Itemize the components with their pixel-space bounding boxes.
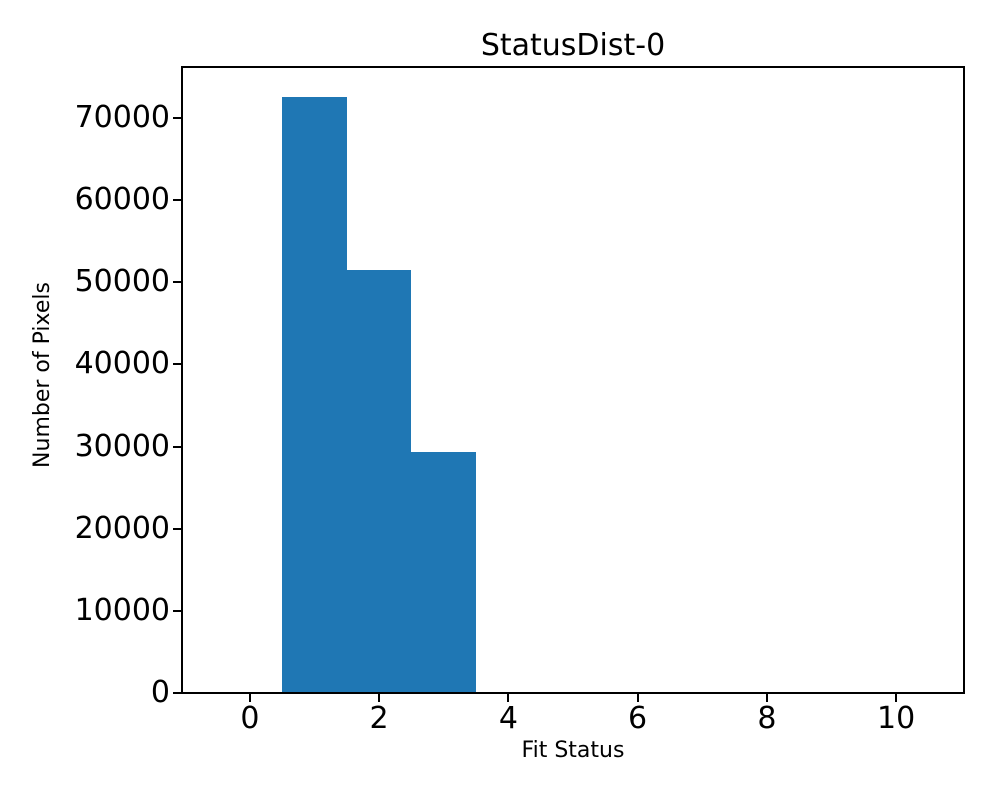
- x-tick-mark: [636, 694, 639, 702]
- x-tick-label: 2: [369, 701, 389, 736]
- y-tick-label: 10000: [74, 592, 170, 628]
- x-axis-label: Fit Status: [521, 738, 625, 763]
- y-tick-label: 30000: [74, 428, 170, 464]
- y-tick-label: 20000: [74, 510, 170, 546]
- y-tick-mark: [173, 445, 181, 448]
- y-tick-mark: [173, 527, 181, 530]
- histogram-bar: [411, 452, 476, 692]
- x-tick-label: 0: [240, 701, 260, 736]
- x-tick-label: 4: [498, 701, 518, 736]
- y-tick-label: 50000: [74, 264, 170, 300]
- y-tick-mark: [173, 281, 181, 284]
- y-tick-mark: [173, 692, 181, 694]
- x-tick-mark: [507, 694, 510, 702]
- y-tick-mark: [173, 609, 181, 612]
- x-tick-label: 8: [757, 701, 777, 736]
- histogram-bar: [346, 269, 412, 692]
- histogram-bar: [282, 97, 347, 692]
- x-tick-mark: [248, 694, 251, 702]
- y-axis-label: Number of Pixels: [30, 282, 55, 468]
- y-tick-label: 60000: [74, 182, 170, 218]
- y-tick-mark: [173, 199, 181, 202]
- y-tick-label: 40000: [74, 346, 170, 382]
- x-tick-label: 10: [877, 701, 916, 736]
- y-tick-label: 0: [150, 675, 170, 710]
- y-tick-label: 70000: [74, 99, 170, 135]
- y-tick-mark: [173, 116, 181, 119]
- y-tick-mark: [173, 363, 181, 366]
- x-tick-mark: [765, 694, 768, 702]
- chart-title: StatusDist-0: [480, 28, 666, 63]
- x-tick-mark: [378, 694, 381, 702]
- x-tick-label: 6: [628, 701, 648, 736]
- x-tick-mark: [895, 694, 898, 702]
